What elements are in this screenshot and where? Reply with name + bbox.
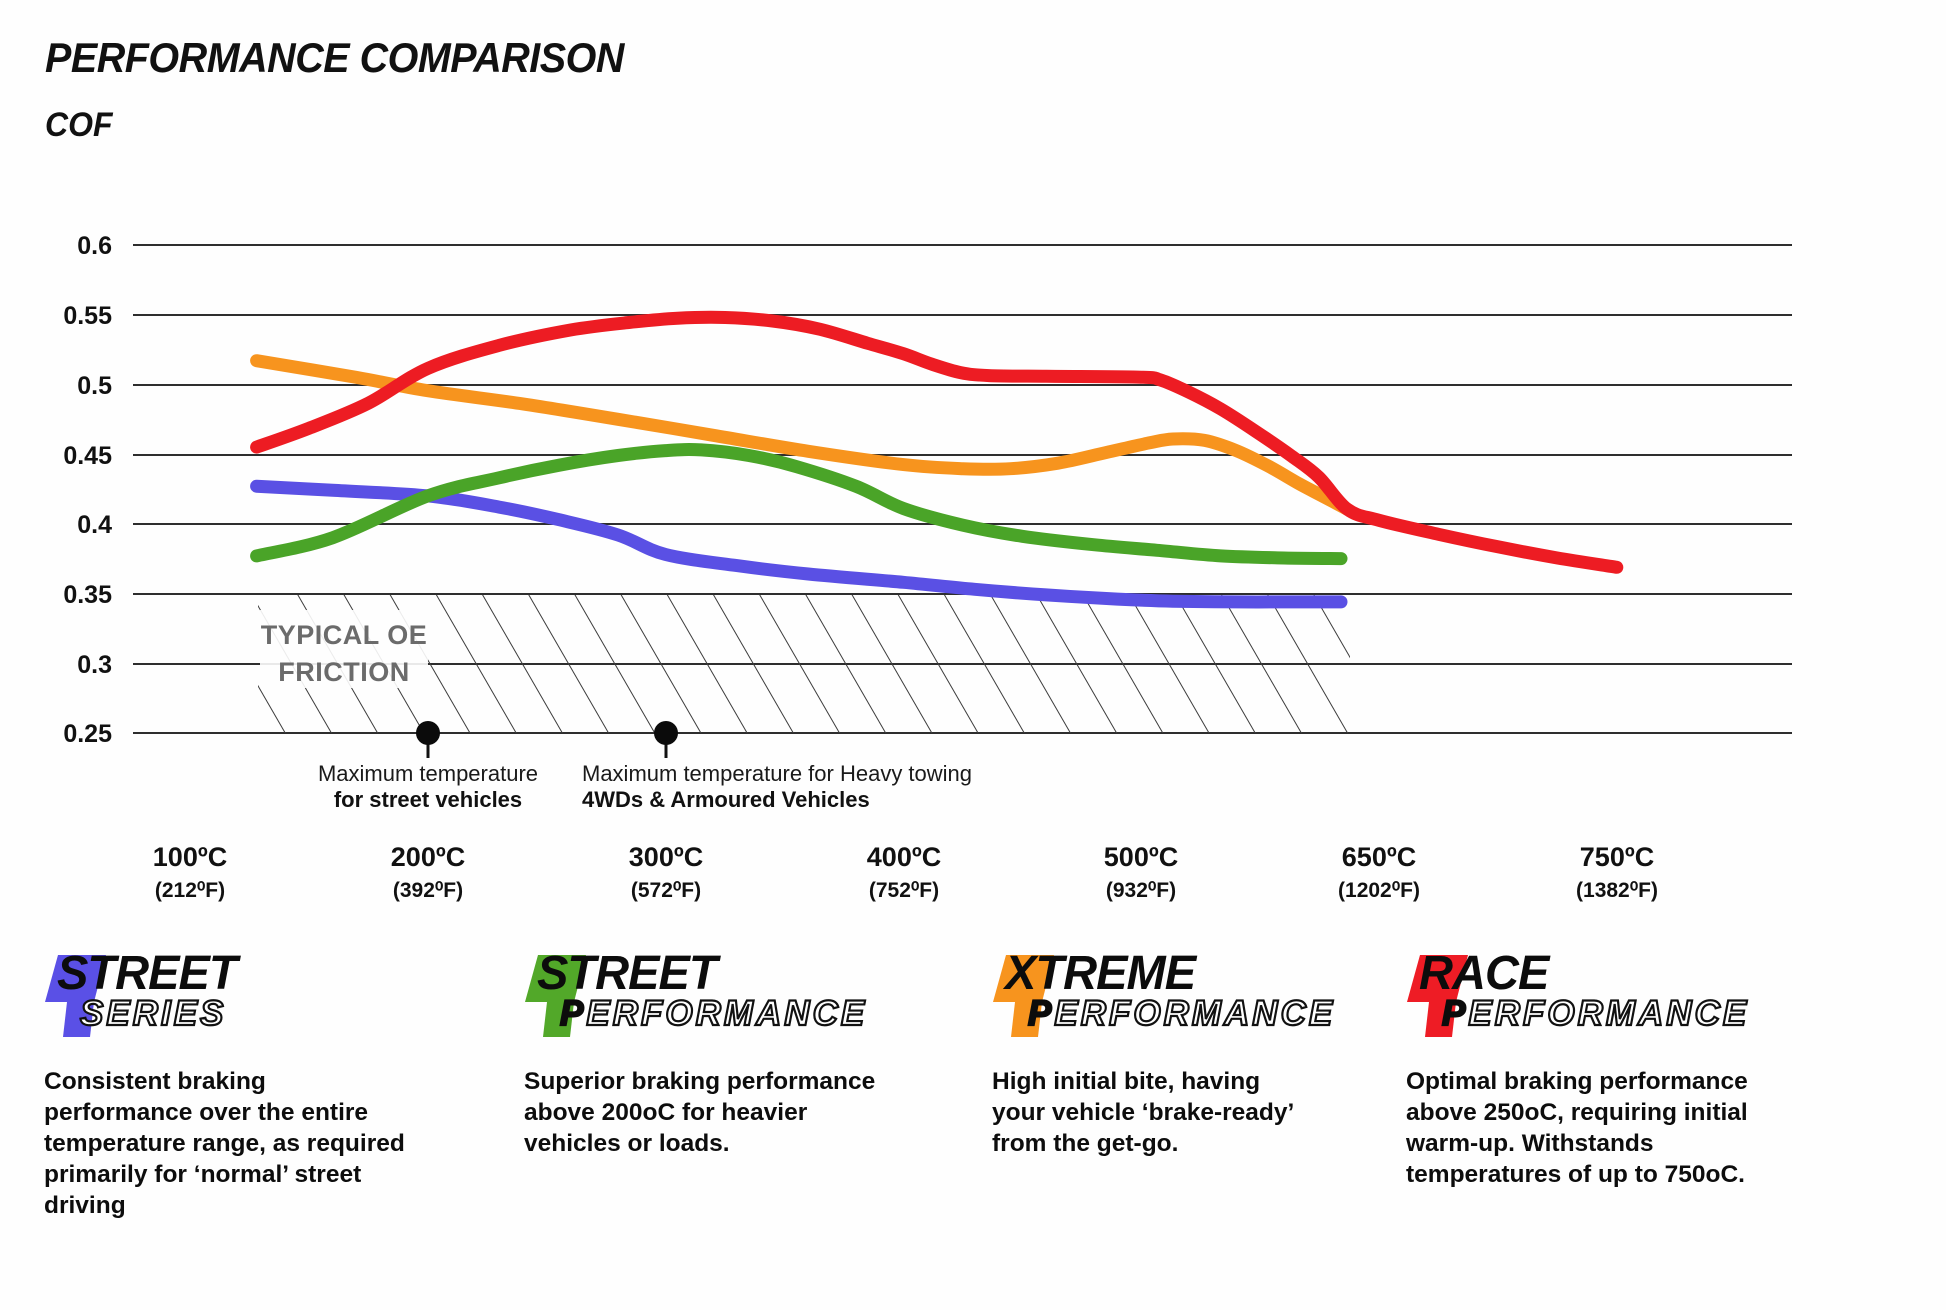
y-tick: 0.5 bbox=[77, 372, 112, 400]
oe-label-line2: FRICTION bbox=[278, 657, 410, 687]
y-tick: 0.4 bbox=[77, 511, 112, 539]
y-tick: 0.35 bbox=[63, 581, 112, 609]
y-tick: 0.55 bbox=[63, 302, 112, 330]
annotation-text-line2: for street vehicles bbox=[334, 787, 522, 812]
x-label-c: 500ºC bbox=[1104, 842, 1178, 872]
annotation-street-max-temp: Maximum temperature for street vehicles bbox=[318, 721, 538, 812]
x-label-c: 750ºC bbox=[1580, 842, 1654, 872]
x-label-f: (752⁰F) bbox=[869, 879, 939, 902]
brand-word1: RACE bbox=[1419, 947, 1549, 1000]
legend-description: Optimal braking performance above 250oC,… bbox=[1406, 1068, 1748, 1189]
y-tick: 0.3 bbox=[77, 651, 112, 679]
x-label-f: (1202⁰F) bbox=[1338, 879, 1420, 902]
series-line-xtreme-performance bbox=[250, 354, 1354, 516]
logo-race-performance: RACE PERFORMANCE bbox=[1406, 947, 1762, 1044]
brand-word1: STREET bbox=[537, 947, 718, 1000]
legend-item-street-performance: STREET PERFORMANCE Superior braking perf… bbox=[524, 947, 896, 1159]
oe-label-backdrop bbox=[260, 610, 428, 688]
performance-chart: 0.6 0.55 0.5 0.45 0.4 0.35 0.3 0.25 TYPI… bbox=[63, 232, 1792, 902]
chart-svg: 0.6 0.55 0.5 0.45 0.4 0.35 0.3 0.25 TYPI… bbox=[63, 232, 1792, 902]
brand-word2-first-letter: S bbox=[79, 993, 107, 1034]
legend-description: Consistent braking performance over the … bbox=[44, 1068, 405, 1220]
logo-xtreme-performance: XTREME PERFORMANCE bbox=[992, 947, 1333, 1044]
badge-tail bbox=[63, 1002, 94, 1037]
x-label-c: 200ºC bbox=[391, 842, 465, 872]
brand-badge-icon bbox=[1407, 955, 1468, 1037]
annotation-dot bbox=[416, 721, 440, 745]
badge-body bbox=[1407, 955, 1468, 1002]
badge-body bbox=[525, 955, 586, 1002]
brand-word2: SERIES bbox=[79, 993, 227, 1034]
brand-badge-icon bbox=[45, 955, 106, 1037]
badge-body bbox=[45, 955, 106, 1002]
annotation-heavy-towing-max-temp: Maximum temperature for Heavy towing 4WD… bbox=[582, 721, 972, 812]
x-label-f: (1382⁰F) bbox=[1576, 879, 1658, 902]
brand-word2: PERFORMANCE bbox=[559, 993, 868, 1034]
brand-badge-icon bbox=[525, 955, 586, 1037]
x-label-f: (392⁰F) bbox=[393, 879, 463, 902]
y-tick: 0.45 bbox=[63, 442, 112, 470]
brand-word2-first-letter: P bbox=[1441, 993, 1469, 1034]
brand-word2-first-letter: P bbox=[1027, 993, 1055, 1034]
brand-word2: PERFORMANCE bbox=[1441, 993, 1750, 1034]
oe-label-line1: TYPICAL OE bbox=[261, 620, 428, 650]
badge-tail bbox=[1425, 1002, 1456, 1037]
brand-word2-rest: ERFORMANCE bbox=[1053, 993, 1336, 1034]
x-label-c: 100ºC bbox=[153, 842, 227, 872]
x-label-c: 650ºC bbox=[1342, 842, 1416, 872]
badge-tail bbox=[1011, 1002, 1042, 1037]
y-axis-title: COF bbox=[45, 106, 113, 144]
series-line-street-series bbox=[250, 479, 1348, 609]
legend-item-race-performance: RACE PERFORMANCE Optimal braking perform… bbox=[1406, 947, 1762, 1190]
badge-tail bbox=[543, 1002, 574, 1037]
annotation-dot bbox=[654, 721, 678, 745]
x-label-f: (932⁰F) bbox=[1106, 879, 1176, 902]
logo-street-performance: STREET PERFORMANCE bbox=[524, 947, 896, 1044]
legend-description: Superior braking performance above 200oC… bbox=[524, 1068, 876, 1158]
series-line-race-performance bbox=[250, 310, 1624, 574]
hatch-area bbox=[258, 595, 1350, 733]
series-line-street-performance bbox=[250, 443, 1348, 566]
brand-word1: STREET bbox=[57, 947, 238, 1000]
series-layer bbox=[250, 310, 1624, 609]
badge-body bbox=[993, 955, 1054, 1002]
x-label-f: (572⁰F) bbox=[631, 879, 701, 902]
page-title: PERFORMANCE COMPARISON bbox=[45, 34, 624, 81]
logo-street-series: STREET SERIES bbox=[44, 947, 416, 1044]
brand-word2-rest: ERIES bbox=[105, 993, 227, 1034]
oe-friction-band: TYPICAL OE FRICTION bbox=[258, 595, 1350, 733]
brand-word2: PERFORMANCE bbox=[1027, 993, 1336, 1034]
brand-word2-first-letter: P bbox=[559, 993, 587, 1034]
legend-item-street-series: STREET SERIES Consistent braking perform… bbox=[44, 947, 416, 1222]
brand-word1: XTREME bbox=[1005, 947, 1196, 1000]
brand-badge-icon bbox=[993, 955, 1054, 1037]
legend-item-xtreme-performance: XTREME PERFORMANCE High initial bite, ha… bbox=[992, 947, 1333, 1159]
annotation-text-line1: Maximum temperature bbox=[318, 761, 538, 786]
x-label-c: 300ºC bbox=[629, 842, 703, 872]
brand-word2-rest: ERFORMANCE bbox=[1467, 993, 1750, 1034]
y-tick: 0.6 bbox=[77, 232, 112, 260]
y-tick: 0.25 bbox=[63, 720, 112, 748]
y-axis-ticks: 0.6 0.55 0.5 0.45 0.4 0.35 0.3 0.25 bbox=[63, 232, 112, 748]
legend-description: High initial bite, having your vehicle ‘… bbox=[992, 1068, 1293, 1158]
x-label-f: (212⁰F) bbox=[155, 879, 225, 902]
annotation-text-line2: 4WDs & Armoured Vehicles bbox=[582, 787, 870, 812]
x-axis-labels: 100ºC (212⁰F) 200ºC (392⁰F) 300ºC (572⁰F… bbox=[153, 842, 1658, 902]
x-label-c: 400ºC bbox=[867, 842, 941, 872]
annotation-text-line1: Maximum temperature for Heavy towing bbox=[582, 761, 972, 786]
brand-word2-rest: ERFORMANCE bbox=[585, 993, 868, 1034]
